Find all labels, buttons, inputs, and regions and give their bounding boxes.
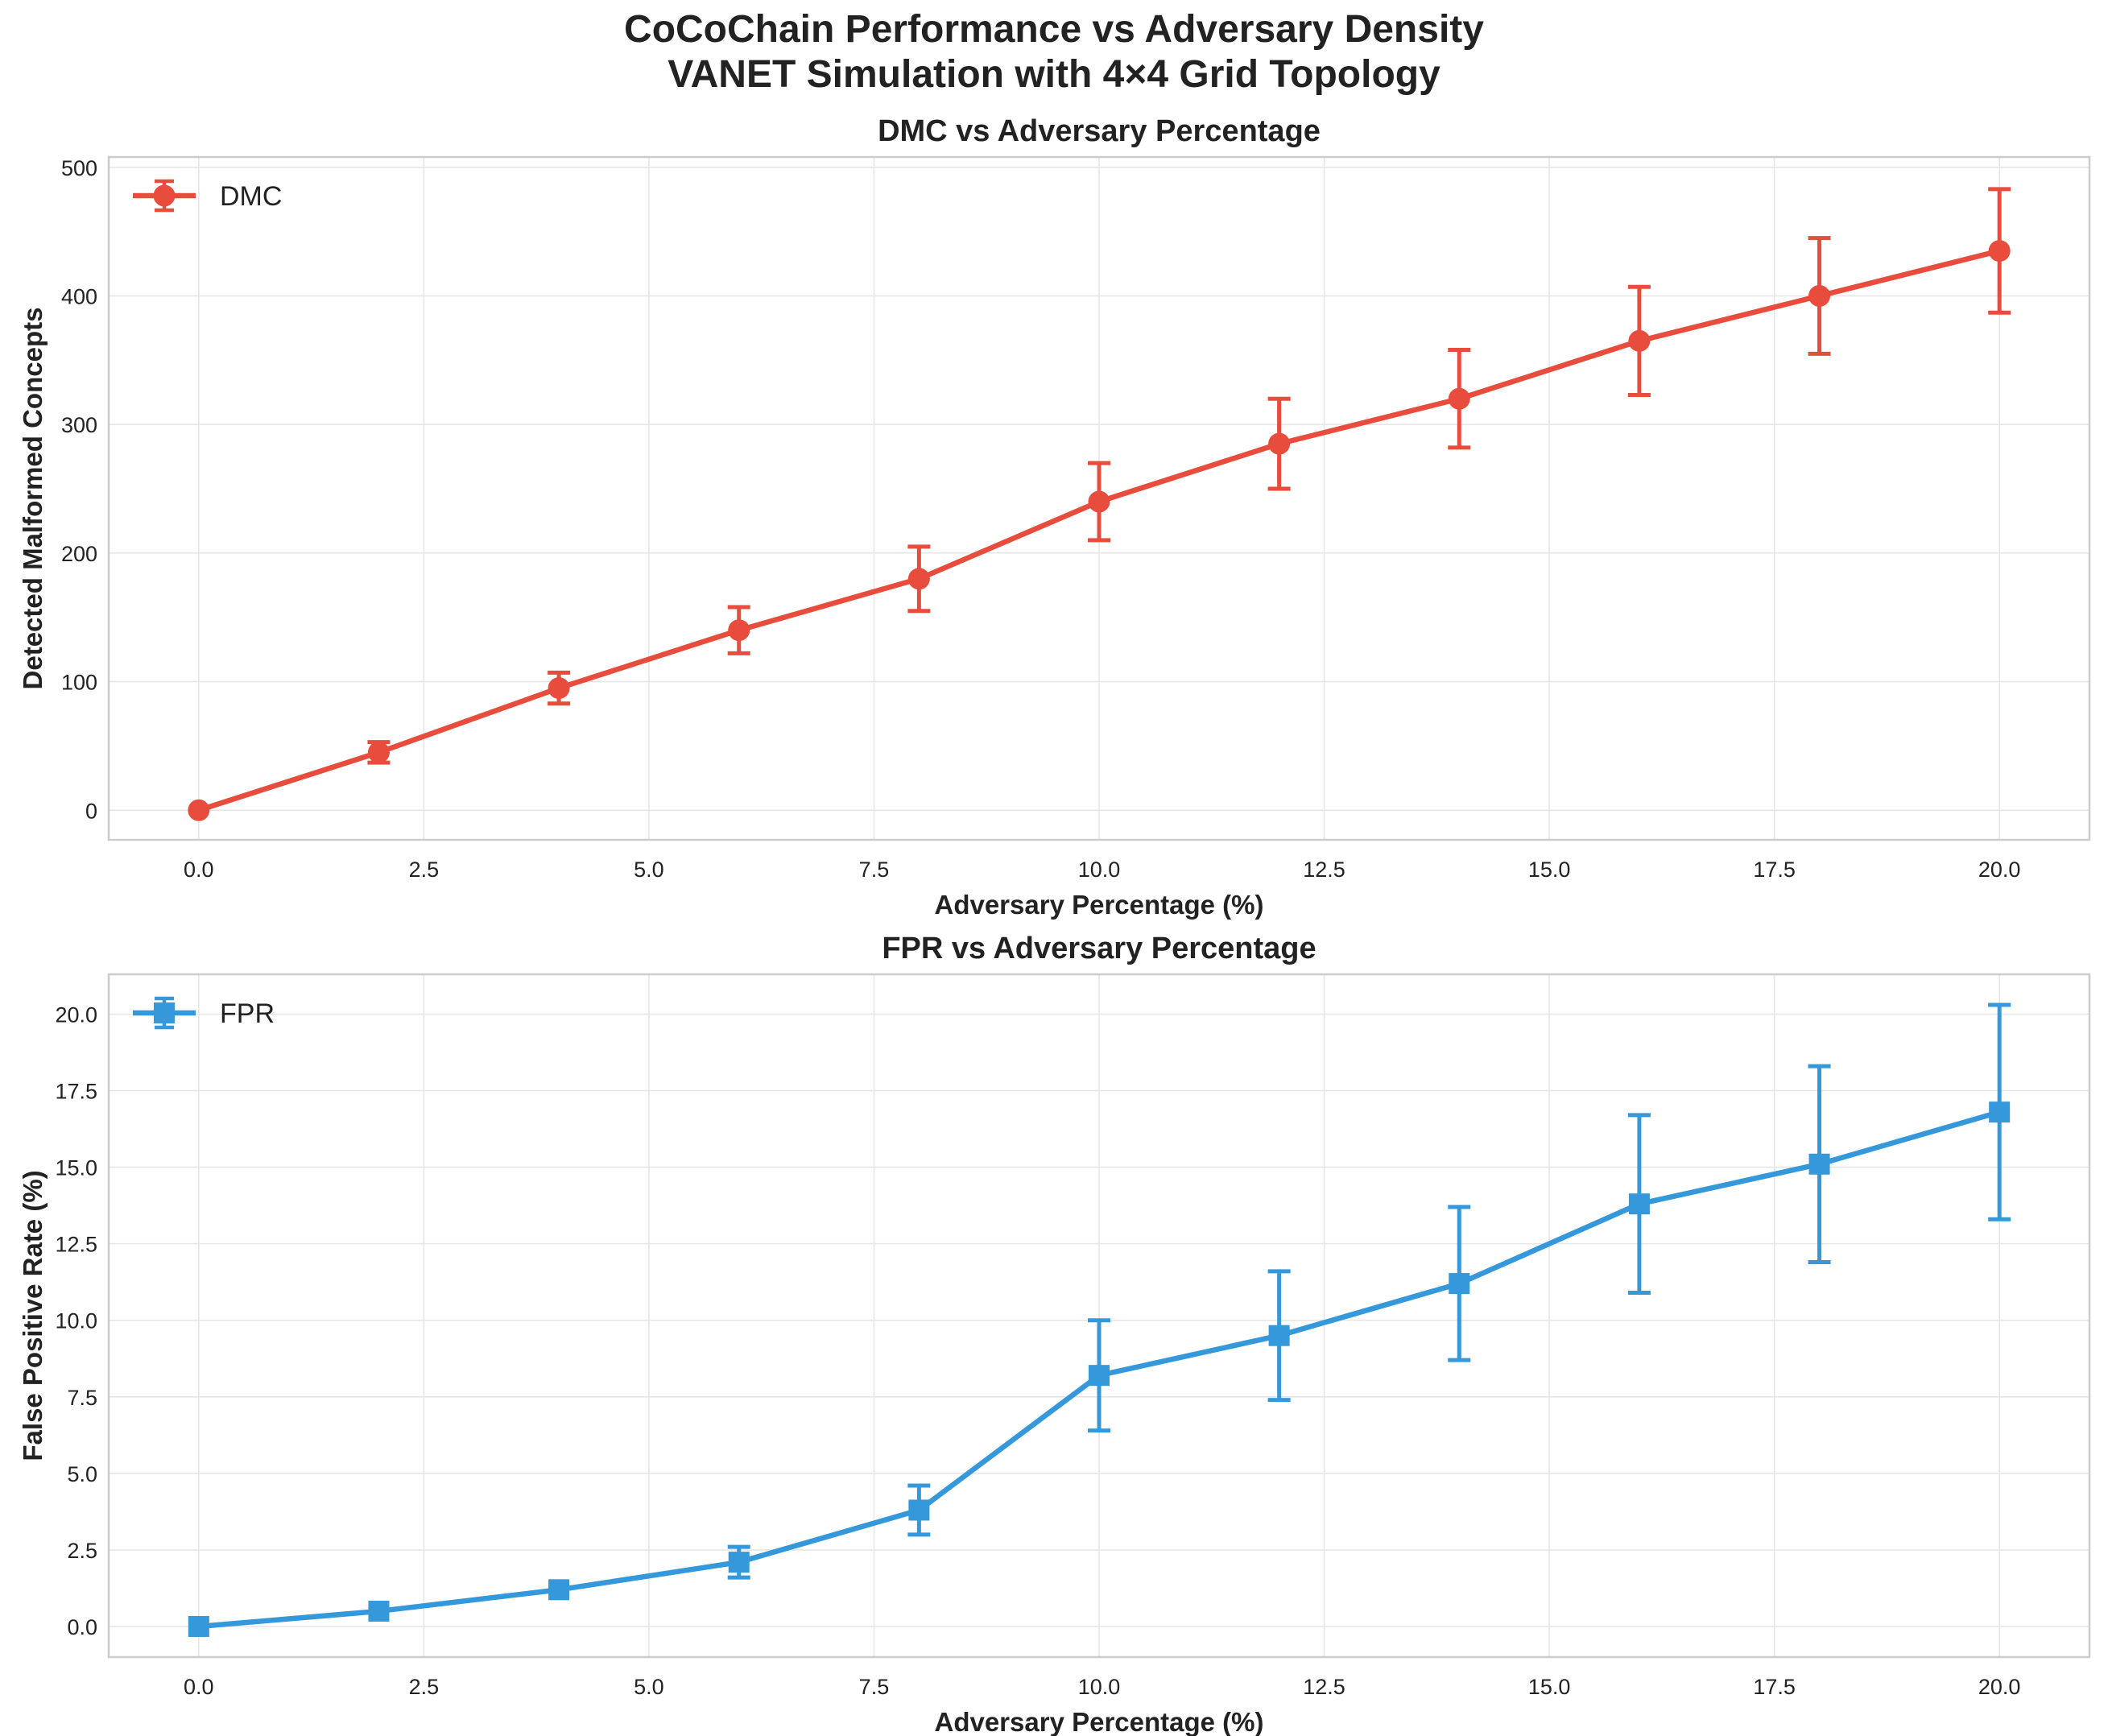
dmc-legend-marker xyxy=(153,184,176,207)
dmc-ytick-label: 300 xyxy=(61,413,97,437)
fpr-y-axis-label: False Positive Rate (%) xyxy=(18,1170,48,1461)
dmc-data-point xyxy=(188,799,210,821)
fpr-data-point xyxy=(1268,1325,1290,1346)
fpr-ytick-label: 20.0 xyxy=(55,1002,97,1027)
fpr-ytick-label: 5.0 xyxy=(67,1462,97,1486)
dmc-data-point xyxy=(548,677,570,700)
dmc-ytick-label: 100 xyxy=(61,671,97,695)
fpr-xtick-label: 20.0 xyxy=(1978,1675,2021,1699)
fpr-ytick-label: 17.5 xyxy=(55,1080,97,1104)
dmc-data-point xyxy=(1988,240,2011,262)
dmc-data-point xyxy=(1448,387,1470,410)
dmc-xtick-label: 2.5 xyxy=(409,858,440,882)
fpr-ytick-label: 7.5 xyxy=(67,1386,97,1410)
fpr-ytick-label: 10.0 xyxy=(55,1309,97,1333)
fpr-data-point xyxy=(1089,1365,1110,1387)
dmc-y-axis-label: Detected Malformed Concepts xyxy=(18,308,48,690)
fpr-chart: 0.0 2.5 5.0 7.5 10.0 12.5 15.0 17.5 20.0 0.0 2.5 5.… xyxy=(18,932,2091,1736)
fpr-xtick-label: 2.5 xyxy=(409,1675,440,1699)
figure-title-line1: CoCoChain Performance vs Adversary Densi… xyxy=(624,8,1484,51)
fpr-data-point xyxy=(1449,1273,1470,1295)
fpr-xtick-label: 17.5 xyxy=(1753,1675,1796,1699)
fpr-data-point xyxy=(1628,1193,1650,1215)
fpr-legend-label: FPR xyxy=(220,998,275,1029)
fpr-axes-frame xyxy=(107,973,2091,1659)
fpr-legend-marker xyxy=(154,1002,175,1023)
fpr-xtick-label: 5.0 xyxy=(634,1675,664,1699)
dmc-xtick-label: 7.5 xyxy=(859,858,890,882)
dmc-data-point xyxy=(367,741,390,763)
fpr-ytick-label: 15.0 xyxy=(55,1156,97,1180)
dmc-xtick-label: 17.5 xyxy=(1753,858,1796,882)
fpr-ytick-label: 12.5 xyxy=(55,1233,97,1257)
fpr-ytick-label: 2.5 xyxy=(67,1539,97,1563)
fpr-data-point xyxy=(908,1499,930,1521)
dmc-xtick-label: 20.0 xyxy=(1978,858,2021,882)
fpr-data-point xyxy=(548,1579,570,1601)
fpr-xtick-label: 7.5 xyxy=(859,1675,890,1699)
dmc-ytick-label: 500 xyxy=(61,156,97,180)
dmc-xtick-label: 15.0 xyxy=(1528,858,1571,882)
dmc-data-point xyxy=(728,619,750,642)
fpr-xtick-label: 15.0 xyxy=(1528,1675,1571,1699)
dmc-x-axis-label: Adversary Percentage (%) xyxy=(934,890,1263,920)
fpr-data-point xyxy=(188,1615,209,1637)
dmc-chart: 0.0 2.5 5.0 7.5 10.0 12.5 15.0 17.5 20.0 0 100 200 3… xyxy=(18,114,2091,920)
fpr-data-point xyxy=(728,1552,750,1573)
dmc-xtick-label: 12.5 xyxy=(1303,858,1345,882)
dmc-axes-frame xyxy=(107,155,2091,841)
fpr-ytick-label: 0.0 xyxy=(67,1615,97,1639)
fpr-data-point xyxy=(368,1600,390,1622)
fpr-xtick-label: 0.0 xyxy=(184,1675,214,1699)
dmc-ytick-label: 400 xyxy=(61,284,97,308)
dmc-data-point xyxy=(1808,284,1831,307)
dmc-xtick-label: 5.0 xyxy=(634,858,664,882)
fpr-xtick-label: 12.5 xyxy=(1303,1675,1345,1699)
dmc-ytick-label: 0 xyxy=(85,799,97,823)
dmc-data-point xyxy=(1088,490,1110,513)
dmc-xtick-label: 10.0 xyxy=(1078,858,1121,882)
fpr-xtick-label: 10.0 xyxy=(1078,1675,1121,1699)
fpr-data-point xyxy=(1808,1153,1830,1175)
fpr-data-point xyxy=(1989,1102,2011,1123)
dmc-ytick-label: 200 xyxy=(61,542,97,566)
dmc-xtick-label: 0.0 xyxy=(184,858,214,882)
figure-title-line2: VANET Simulation with 4×4 Grid Topology xyxy=(668,53,1440,96)
dmc-chart-title: DMC vs Adversary Percentage xyxy=(878,114,1321,148)
fpr-x-axis-label: Adversary Percentage (%) xyxy=(934,1707,1263,1736)
dmc-data-point xyxy=(1628,329,1651,352)
dmc-legend-label: DMC xyxy=(220,181,282,212)
dmc-data-point xyxy=(907,568,930,590)
fpr-chart-title: FPR vs Adversary Percentage xyxy=(882,932,1316,965)
dmc-data-point xyxy=(1268,432,1291,455)
